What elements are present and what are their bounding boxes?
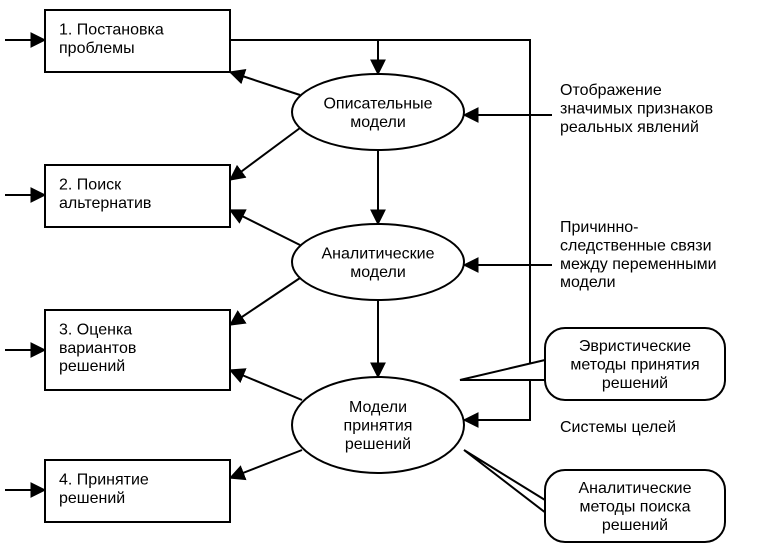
rect-r1: 1. Постановкапроблемы — [45, 10, 230, 72]
edge-e1_to_r2 — [230, 128, 300, 180]
edge-e2_to_r2 — [230, 210, 300, 245]
annotation-a3: Системы целей — [560, 419, 676, 436]
annotation-a2: Причинно-следственные связимежду перемен… — [560, 219, 717, 291]
edges-layer — [5, 40, 552, 490]
callout-c1: Эвристическиеметоды принятиярешений — [460, 328, 725, 400]
callout-c2: Аналитическиеметоды поискарешений — [464, 450, 725, 542]
edge-top_to_e1 — [230, 40, 378, 74]
annotation-a1: Отображениезначимых признаковреальных яв… — [560, 82, 713, 136]
nodes-layer: 1. Постановкапроблемы 2. Поискальтернатив… — [45, 10, 464, 522]
rect-r4: 4. Принятиерешений — [45, 460, 230, 522]
edge-e3_to_r3 — [230, 370, 302, 400]
ellipse-label-e3: Моделипринятиярешений — [344, 399, 413, 453]
ellipse-e3: Моделипринятиярешений — [292, 377, 464, 473]
edge-e2_to_r3 — [230, 278, 300, 325]
rect-r3: 3. Оценкавариантоврешений — [45, 310, 230, 390]
ellipse-e1: Описательныемодели — [292, 74, 464, 150]
edge-e1_to_r1 — [230, 72, 300, 95]
edge-e3_to_r4 — [230, 450, 302, 478]
rect-label-r3: 3. Оценкавариантоврешений — [59, 321, 136, 375]
rect-r2: 2. Поискальтернатив — [45, 165, 230, 227]
ellipse-e2: Аналитическиемодели — [292, 224, 464, 300]
